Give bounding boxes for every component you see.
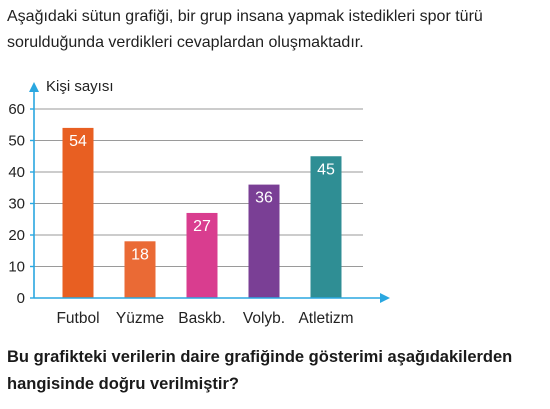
- intro-text: Aşağıdaki sütun grafiği, bir grup insana…: [7, 8, 483, 51]
- y-tick-label-20: 20: [8, 227, 25, 244]
- bar-chart: 54 18 27 36 45 0 10 20 30 40 50 60 Futbol Yüzme Baskb…: [8, 78, 390, 327]
- x-category-label-1: Yüzme: [116, 310, 164, 327]
- y-tick-label-0: 0: [17, 290, 25, 307]
- x-category-label-0: Futbol: [56, 310, 99, 327]
- y-tick-label-40: 40: [8, 164, 25, 181]
- question-text: Bu grafikteki verilerin daire grafiğinde…: [7, 348, 513, 393]
- x-category-label-3: Volyb.: [243, 310, 285, 327]
- bar-volyb: [248, 184, 280, 298]
- bar-yzme: [124, 241, 156, 298]
- data-label-0: 54: [69, 133, 87, 150]
- data-label-2: 27: [193, 218, 211, 235]
- y-tick-label-30: 30: [8, 196, 25, 213]
- x-axis-arrow: [380, 293, 390, 303]
- data-label-1: 18: [131, 246, 149, 263]
- bar-atletizm: [310, 156, 342, 298]
- bar-futbol: [62, 127, 94, 299]
- y-tick-label-60: 60: [8, 101, 25, 118]
- y-tick-label-50: 50: [8, 133, 25, 150]
- y-axis-label: Kişi sayısı: [46, 78, 114, 95]
- data-label-3: 36: [255, 190, 273, 207]
- x-category-label-2: Baskb.: [178, 310, 225, 327]
- bars-group: 54 18 27 36 45: [62, 127, 342, 299]
- y-axis-arrow: [29, 82, 39, 92]
- y-tick-label-10: 10: [8, 259, 25, 276]
- x-category-label-4: Atletizm: [298, 310, 353, 327]
- axes-group: 0 10 20 30 40 50 60 Futbol Yüzme Baskb. Volyb. Atle…: [8, 78, 390, 327]
- data-label-4: 45: [317, 161, 335, 178]
- bar-baskb: [186, 212, 218, 298]
